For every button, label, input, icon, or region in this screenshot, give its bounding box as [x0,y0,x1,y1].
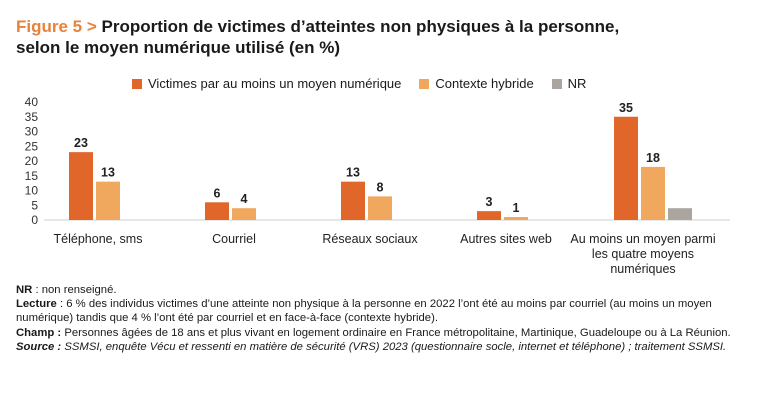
data-label: 13 [346,166,360,180]
legend-item-numerique: Victimes par au moins un moyen numérique [132,76,401,91]
note-lecture: Lecture : 6 % des individus victimes d’u… [16,297,752,325]
bar-hybride [641,166,665,220]
legend-swatch-numerique [132,78,142,89]
note-source-key: Source : [16,340,62,353]
bar-numerique [341,181,365,220]
bar-nr [668,208,692,220]
chart-notes: NR : non renseigné. Lecture : 6 % des in… [16,283,752,354]
legend-item-nr: NR [551,76,587,91]
x-category-label: Téléphone, sms [54,232,143,246]
data-label: 6 [214,186,221,200]
y-tick-label: 5 [31,198,38,212]
legend-swatch-nr [551,78,562,89]
x-category-label: Au moins un moyen parmi [570,232,715,246]
bar-hybride [96,181,120,220]
note-nr-text: : non renseigné. [32,284,117,296]
note-champ-key: Champ : [16,326,62,339]
legend-label-hybride: Contexte hybride [435,76,534,91]
x-category-label: numériques [610,262,675,276]
data-label: 35 [619,101,633,115]
data-label: 3 [486,195,493,209]
note-nr-key: NR [16,284,33,296]
y-tick-label: 40 [25,95,39,109]
note-source: Source : SSMSI, enquête Vécu et ressenti… [16,340,752,354]
y-tick-label: 35 [25,110,39,124]
note-lecture-text: : 6 % des individus victimes d’une attei… [16,298,712,325]
bar-hybride [232,208,256,220]
legend-label-numerique: Victimes par au moins un moyen numérique [148,76,402,91]
bar-numerique [614,116,638,220]
x-category-label: Autres sites web [460,232,552,246]
data-label: 13 [101,166,115,180]
bar-numerique [205,202,229,220]
y-tick-label: 30 [25,125,39,139]
note-champ-text: Personnes âgées de 18 ans et plus vivant… [61,326,731,339]
y-tick-label: 10 [25,184,39,198]
y-tick-label: 20 [25,154,39,168]
data-label: 23 [74,136,88,150]
data-label: 8 [377,180,384,194]
data-label: 1 [513,201,520,215]
legend-label-nr: NR [567,76,587,91]
x-category-label: Courriel [212,232,256,246]
title-line-2: selon le moyen numérique utilisé (en %) [16,38,341,57]
legend-item-hybride: Contexte hybride [419,76,534,91]
figure-number: Figure 5 > [16,17,97,36]
x-category-label: les quatre moyens [592,247,694,261]
bar-hybride [504,217,528,220]
note-champ: Champ : Personnes âgées de 18 ans et plu… [16,326,752,340]
y-tick-label: 25 [25,139,39,153]
chart-legend: Victimes par au moins un moyen numérique… [132,76,586,91]
figure-title: Figure 5 > Proportion de victimes d’atte… [16,16,756,58]
title-line-1: Proportion de victimes d’atteintes non p… [101,17,620,36]
note-lecture-key: Lecture [16,298,57,311]
bar-hybride [368,196,392,220]
y-tick-label: 0 [31,213,38,227]
note-source-text: SSMSI, enquête Vécu et ressenti en matiè… [61,340,727,353]
y-tick-label: 15 [25,169,39,183]
data-label: 18 [646,151,660,165]
bar-numerique [69,152,93,220]
x-category-label: Réseaux sociaux [322,232,418,246]
note-nr: NR : non renseigné. [16,283,752,297]
legend-swatch-hybride [419,78,430,89]
bar-numerique [477,211,501,220]
data-label: 4 [241,192,248,206]
